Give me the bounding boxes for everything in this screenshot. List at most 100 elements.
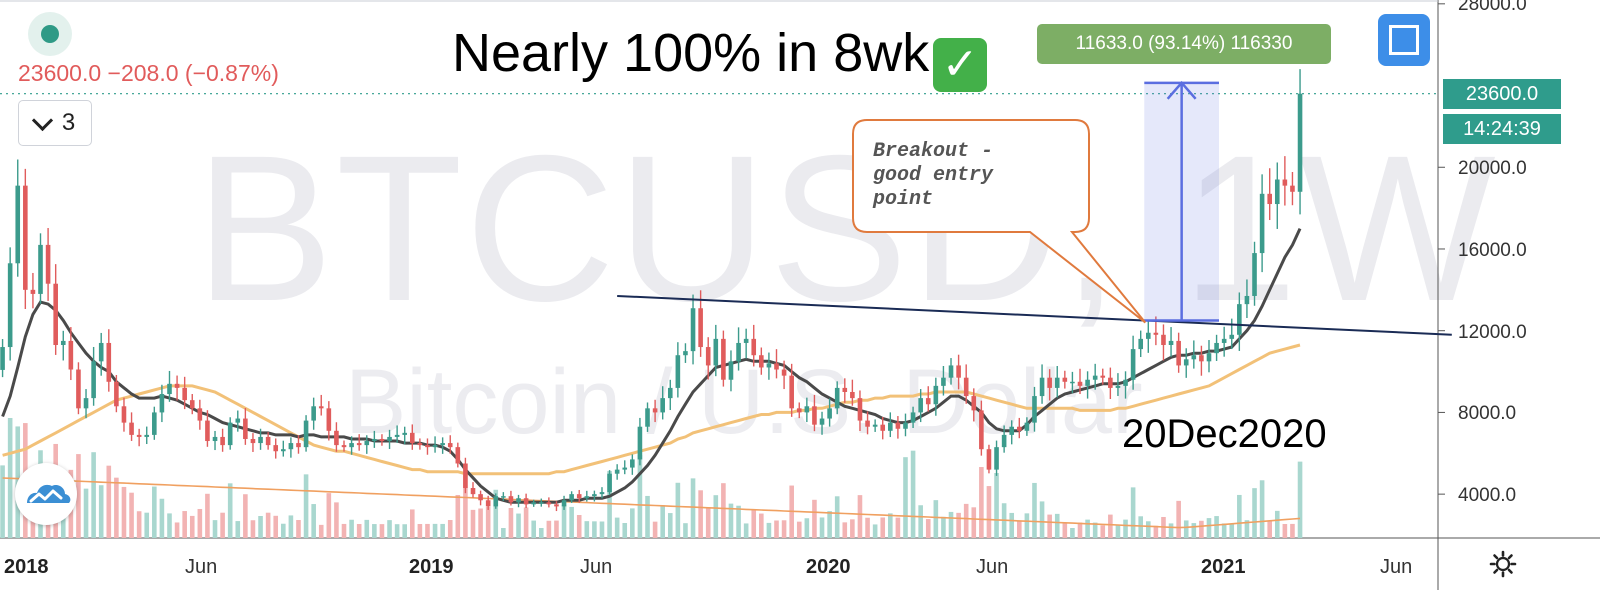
volume-bar	[1077, 522, 1083, 538]
callout-line: point	[873, 188, 934, 211]
volume-bar	[174, 522, 180, 538]
volume-bar	[979, 467, 984, 538]
candle-body	[660, 398, 665, 413]
candle-body	[941, 377, 946, 386]
candle-body	[592, 494, 597, 497]
volume-bar	[948, 511, 954, 538]
candle	[372, 430, 377, 448]
volume-bar	[356, 524, 362, 538]
volume-bar	[296, 520, 301, 538]
candle	[523, 493, 529, 509]
studies-toggle-button[interactable]: 3	[18, 100, 92, 146]
candle	[956, 354, 961, 390]
volume-bar	[1115, 525, 1121, 538]
candle	[963, 364, 969, 404]
candle-body	[349, 443, 354, 448]
tradingview-logo-icon[interactable]	[15, 463, 77, 525]
candle-body	[15, 185, 21, 264]
candle-body	[796, 408, 802, 413]
candle-body	[60, 340, 66, 346]
measure-arrow-head	[1166, 80, 1197, 100]
volume-bar	[440, 523, 445, 538]
candle-body	[1039, 377, 1045, 397]
candle	[796, 402, 802, 419]
settings-gear-icon[interactable]	[1489, 550, 1517, 578]
volume-bar	[705, 507, 711, 538]
x-tick-label: 2020	[806, 556, 851, 578]
volume-bar	[576, 515, 582, 538]
volume-bar	[364, 519, 370, 538]
volume-bar	[129, 492, 134, 538]
volume-bar	[387, 520, 392, 538]
candle-body	[478, 494, 483, 501]
volume-bar	[827, 511, 832, 538]
candle	[1123, 371, 1128, 399]
volume-bar	[152, 486, 157, 538]
volume-bar	[569, 506, 574, 538]
candle-body	[45, 244, 51, 284]
candle	[129, 412, 134, 441]
candle	[804, 397, 810, 423]
volume-bar	[637, 455, 643, 538]
candle-body	[948, 365, 954, 378]
candle	[690, 294, 696, 365]
volume-bar	[205, 493, 210, 538]
candle-body	[30, 289, 36, 294]
volume-bar	[1244, 520, 1250, 538]
candle	[501, 492, 506, 501]
candle	[538, 498, 544, 507]
volume-bar	[690, 478, 696, 538]
volume-bar	[493, 489, 499, 538]
candle-body	[888, 422, 893, 431]
date-note: 20Dec2020	[1122, 412, 1327, 456]
candle-body	[167, 383, 172, 395]
candle	[1244, 279, 1250, 318]
volume-bar	[463, 471, 468, 538]
candle-body	[258, 436, 263, 444]
breakout-trendline	[617, 294, 1452, 336]
candle-body	[1145, 332, 1151, 339]
volume-bar	[925, 519, 931, 538]
volume-bar	[888, 513, 893, 538]
volume-bar	[667, 513, 673, 538]
candle-body	[554, 504, 559, 507]
candle	[880, 416, 886, 440]
candle-body	[614, 469, 620, 474]
callout-bubble	[852, 119, 1147, 324]
volume-bar	[630, 508, 635, 538]
candle-body	[652, 408, 658, 413]
volume-bar	[501, 528, 506, 538]
candle-body	[698, 308, 703, 348]
candle-body	[812, 406, 817, 425]
volume-bar	[311, 504, 316, 538]
candle	[1047, 369, 1052, 401]
candle	[121, 397, 127, 432]
candle-body	[538, 502, 544, 504]
candle	[1237, 292, 1242, 351]
last-price-label: 23600.0	[1443, 79, 1561, 109]
candle	[1115, 373, 1121, 396]
candle-body	[205, 420, 210, 442]
fullscreen-button[interactable]	[1378, 14, 1430, 66]
candle	[1259, 174, 1265, 273]
candle-body	[1214, 342, 1219, 354]
candle-body	[865, 420, 870, 427]
volume-bar	[1282, 523, 1288, 538]
volume-bar	[781, 520, 787, 538]
volume-bar	[1092, 522, 1098, 538]
volume-bar	[796, 521, 802, 538]
volume-bar	[1100, 525, 1106, 538]
candle	[288, 437, 294, 458]
candle	[205, 410, 210, 447]
volume-bar	[675, 482, 681, 538]
candle-body	[1206, 353, 1212, 362]
candle	[273, 438, 279, 459]
volume-bar	[1085, 519, 1090, 538]
candle	[743, 328, 749, 359]
candle	[592, 490, 597, 502]
volume-bar	[372, 524, 377, 538]
candle-body	[144, 434, 150, 437]
candle	[1070, 371, 1075, 394]
volume-bar	[614, 517, 620, 538]
